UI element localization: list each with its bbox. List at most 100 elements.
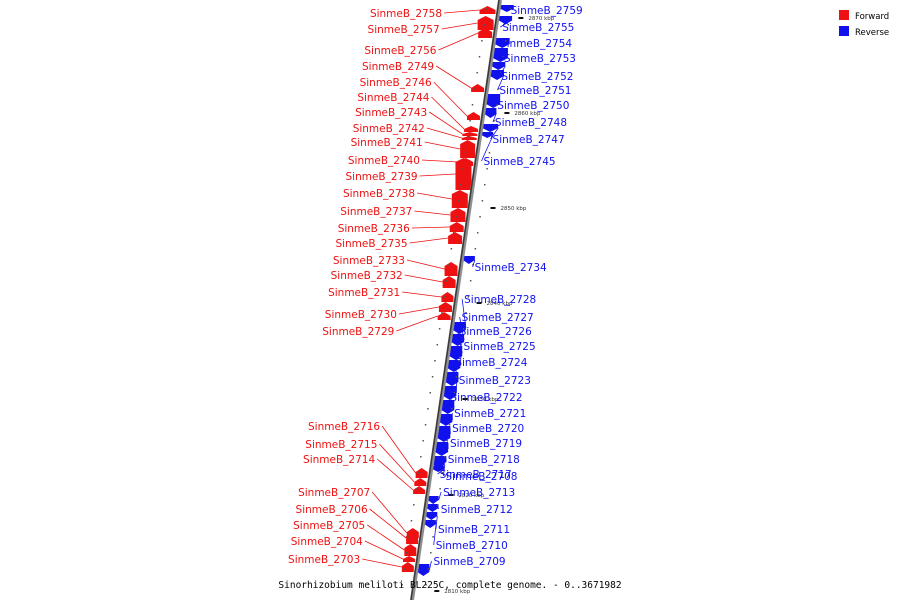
gene-glyph[interactable]	[462, 256, 475, 264]
gene-label[interactable]: SinmeB_2727	[462, 312, 534, 324]
gene-label[interactable]: SinmeB_2744	[357, 92, 429, 104]
gene-glyph[interactable]	[447, 360, 461, 372]
gene-label[interactable]: SinmeB_2731	[328, 287, 400, 299]
gene-label[interactable]: SinmeB_2707	[298, 487, 370, 499]
gene-label[interactable]: SinmeB_2705	[293, 520, 365, 532]
gene-glyph[interactable]	[432, 462, 445, 468]
gene-label[interactable]: SinmeB_2706	[296, 504, 368, 516]
gene-label[interactable]: SinmeB_2750	[497, 100, 569, 112]
gene-label[interactable]: SinmeB_2759	[511, 5, 583, 17]
gene-label[interactable]: SinmeB_2712	[441, 504, 513, 516]
gene-label[interactable]: SinmeB_2710	[436, 540, 508, 552]
gene-label[interactable]: SinmeB_2704	[291, 536, 363, 548]
gene-glyph[interactable]	[424, 520, 437, 528]
gene-label[interactable]: SinmeB_2716	[308, 421, 380, 433]
gene-glyph[interactable]	[449, 346, 463, 360]
gene-glyph[interactable]	[444, 262, 458, 276]
gene-label[interactable]: SinmeB_2722	[450, 392, 522, 404]
gene-label[interactable]: SinmeB_2719	[450, 438, 522, 450]
gene-glyph[interactable]	[432, 466, 445, 472]
gene-label[interactable]: SinmeB_2742	[353, 123, 425, 135]
gene-glyph[interactable]	[417, 564, 430, 576]
gene-label[interactable]: SinmeB_2717	[440, 469, 512, 481]
gene-label[interactable]: SinmeB_2725	[464, 341, 536, 353]
gene-glyph[interactable]	[425, 512, 438, 520]
gene-label[interactable]: SinmeB_2734	[475, 262, 547, 274]
gene-label[interactable]: SinmeB_2733	[333, 255, 405, 267]
gene-glyph[interactable]	[426, 504, 439, 512]
gene-label[interactable]: SinmeB_2756	[364, 45, 436, 57]
gene-glyph[interactable]	[414, 478, 427, 486]
gene-label[interactable]: SinmeB_2758	[370, 8, 442, 20]
gene-label[interactable]: SinmeB_2746	[360, 77, 432, 89]
gene-label[interactable]: SinmeB_2732	[331, 270, 403, 282]
gene-label[interactable]: SinmeB_2703	[288, 554, 360, 566]
gene-glyph[interactable]	[437, 312, 451, 320]
gene-label[interactable]: SinmeB_2753	[504, 53, 576, 65]
gene-glyph[interactable]	[492, 48, 508, 62]
gene-label[interactable]: SinmeB_2724	[455, 357, 527, 369]
gene-glyph[interactable]	[438, 302, 452, 312]
gene-label[interactable]: SinmeB_2715	[305, 439, 377, 451]
gene-glyph[interactable]	[499, 5, 514, 12]
gene-glyph[interactable]	[462, 132, 478, 136]
gene-glyph[interactable]	[464, 126, 479, 132]
gene-label[interactable]: SinmeB_2726	[460, 326, 532, 338]
gene-label[interactable]: SinmeB_2718	[448, 454, 520, 466]
gene-glyph[interactable]	[491, 62, 506, 70]
gene-label[interactable]: SinmeB_2757	[368, 24, 440, 36]
gene-label[interactable]: SinmeB_2748	[495, 117, 567, 129]
gene-glyph[interactable]	[478, 28, 493, 38]
gene-glyph[interactable]	[461, 136, 477, 140]
gene-label[interactable]: SinmeB_2709	[433, 556, 505, 568]
gene-glyph[interactable]	[402, 556, 415, 562]
gene-label[interactable]: SinmeB_2735	[335, 238, 407, 250]
gene-label[interactable]: SinmeB_2723	[459, 375, 531, 387]
gene-glyph[interactable]	[413, 486, 426, 494]
gene-glyph[interactable]	[460, 140, 476, 158]
gene-glyph[interactable]	[450, 208, 466, 222]
gene-label[interactable]: SinmeB_2751	[499, 85, 571, 97]
gene-label[interactable]: SinmeB_2713	[443, 487, 515, 499]
gene-label[interactable]: SinmeB_2714	[303, 454, 375, 466]
gene-label[interactable]: SinmeB_2728	[464, 294, 536, 306]
gene-glyph[interactable]	[479, 6, 496, 14]
gene-glyph[interactable]	[455, 158, 472, 190]
gene-glyph[interactable]	[406, 532, 419, 544]
gene-label[interactable]: SinmeB_2739	[345, 171, 417, 183]
gene-glyph[interactable]	[481, 132, 494, 138]
gene-glyph[interactable]	[443, 386, 457, 400]
gene-label[interactable]: SinmeB_2755	[502, 22, 574, 34]
gene-glyph[interactable]	[427, 496, 439, 504]
gene-glyph[interactable]	[482, 124, 499, 132]
gene-label[interactable]: SinmeB_2720	[452, 423, 524, 435]
gene-label[interactable]: SinmeB_2745	[483, 156, 555, 168]
gene-label[interactable]: SinmeB_2754	[500, 38, 572, 50]
gene-label[interactable]: SinmeB_2738	[343, 188, 415, 200]
gene-label[interactable]: SinmeB_2752	[501, 71, 573, 83]
gene-glyph[interactable]	[437, 426, 451, 442]
gene-label[interactable]: SinmeB_2729	[322, 326, 394, 338]
gene-glyph[interactable]	[441, 292, 454, 302]
gene-label[interactable]: SinmeB_2737	[340, 206, 412, 218]
gene-glyph[interactable]	[484, 108, 497, 118]
gene-label[interactable]: SinmeB_2741	[351, 137, 423, 149]
gene-glyph[interactable]	[441, 400, 455, 414]
gene-label[interactable]: SinmeB_2711	[438, 524, 510, 536]
gene-glyph[interactable]	[471, 84, 485, 92]
gene-glyph[interactable]	[445, 372, 459, 386]
gene-glyph[interactable]	[451, 334, 465, 346]
gene-glyph[interactable]	[439, 414, 453, 426]
gene-glyph[interactable]	[477, 16, 494, 30]
gene-label[interactable]: SinmeB_2749	[362, 61, 434, 73]
gene-glyph[interactable]	[401, 562, 414, 572]
gene-glyph[interactable]	[435, 442, 449, 456]
gene-glyph[interactable]	[466, 112, 480, 120]
gene-glyph[interactable]	[448, 232, 463, 244]
gene-label[interactable]: SinmeB_2708	[445, 471, 517, 483]
gene-label[interactable]: SinmeB_2747	[493, 134, 565, 146]
gene-label[interactable]: SinmeB_2743	[355, 107, 427, 119]
gene-glyph[interactable]	[442, 276, 456, 288]
gene-label[interactable]: SinmeB_2740	[348, 155, 420, 167]
gene-label[interactable]: SinmeB_2736	[338, 223, 410, 235]
